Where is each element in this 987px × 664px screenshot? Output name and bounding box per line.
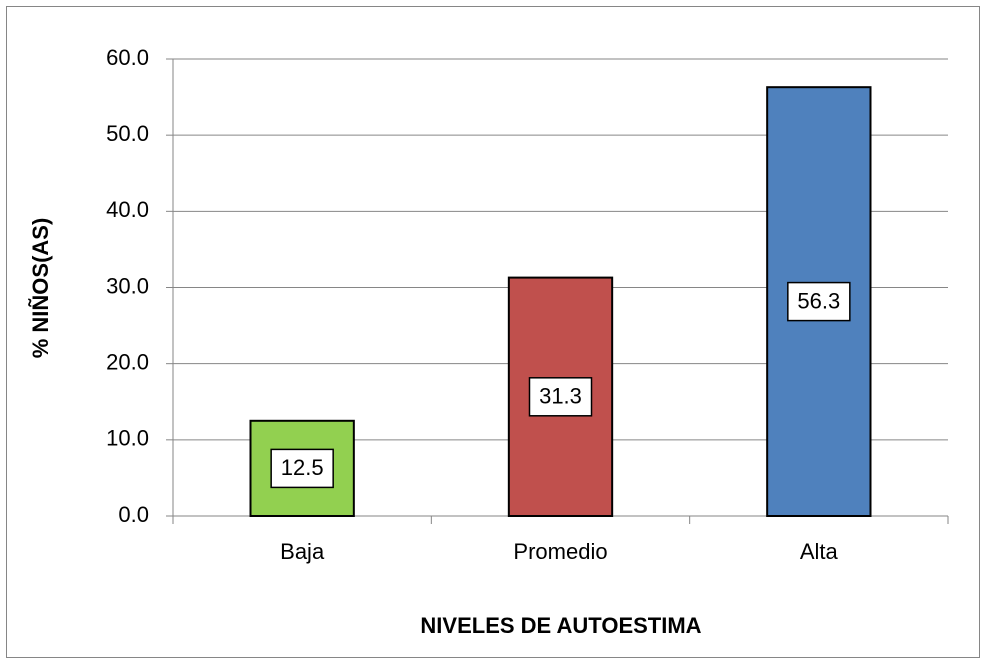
- y-tick-label: 50.0: [106, 121, 149, 146]
- y-tick-label: 10.0: [106, 426, 149, 451]
- data-label-box: [787, 281, 851, 322]
- data-label: 31.3: [539, 384, 582, 409]
- x-axis-title: NIVELES DE AUTOESTIMA: [420, 613, 701, 638]
- y-tick-label: 30.0: [106, 273, 149, 298]
- y-tick-label: 0.0: [118, 502, 149, 527]
- data-label-box: [528, 377, 593, 417]
- data-label: 12.5: [281, 455, 324, 480]
- x-tick-label: Alta: [800, 539, 839, 564]
- y-axis-title: % NIÑOS(AS): [28, 218, 53, 359]
- y-tick-label: 20.0: [106, 349, 149, 374]
- y-tick-label: 60.0: [106, 45, 149, 70]
- data-label-box: [270, 448, 334, 489]
- y-tick-label: 40.0: [106, 197, 149, 222]
- x-tick-label: Baja: [280, 539, 325, 564]
- x-tick-label: Promedio: [513, 539, 607, 564]
- data-label: 56.3: [797, 288, 840, 313]
